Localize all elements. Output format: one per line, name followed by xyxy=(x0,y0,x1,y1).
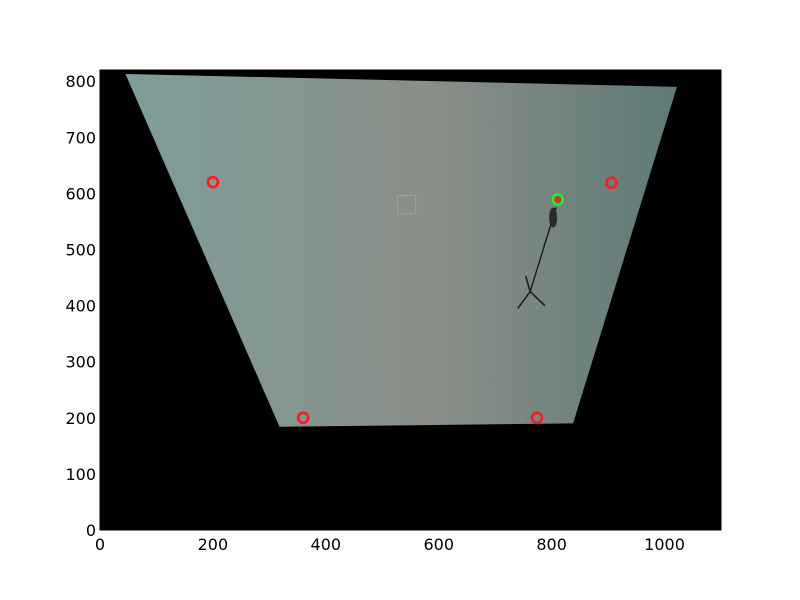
markers xyxy=(206,175,618,425)
red-marker xyxy=(296,411,310,425)
tripod-leg xyxy=(529,291,546,307)
x-tick-label: 0 xyxy=(95,535,105,554)
tripod-leg xyxy=(524,275,531,292)
floor-region xyxy=(125,73,677,427)
x-tick-label: 200 xyxy=(198,535,229,554)
green-marker xyxy=(551,193,565,206)
x-axis: 0 200 400 600 800 1000 xyxy=(95,70,685,554)
x-tick-label: 400 xyxy=(311,535,342,554)
x-tick-label: 600 xyxy=(423,535,454,554)
axes-frame xyxy=(99,69,722,531)
red-marker xyxy=(605,176,618,190)
target-body xyxy=(549,207,558,228)
y-tick-label: 300 xyxy=(65,353,96,372)
y-tick-label: 500 xyxy=(65,241,96,260)
floor-square xyxy=(397,195,417,215)
plot-area xyxy=(99,69,722,531)
y-tick-label: 200 xyxy=(65,409,96,428)
tripod-leg xyxy=(517,291,531,309)
y-tick-label: 600 xyxy=(65,184,96,203)
y-tick-label: 0 xyxy=(86,521,96,540)
red-marker xyxy=(206,175,220,189)
red-marker xyxy=(530,411,544,425)
y-tick-label: 800 xyxy=(65,72,96,91)
x-tick-label: 1000 xyxy=(644,535,685,554)
y-tick-label: 100 xyxy=(65,465,96,484)
x-tick-label: 800 xyxy=(536,535,567,554)
y-axis: 0 100 200 300 400 500 600 700 800 xyxy=(65,72,721,540)
y-tick-label: 700 xyxy=(65,128,96,147)
y-tick-label: 400 xyxy=(65,297,96,316)
